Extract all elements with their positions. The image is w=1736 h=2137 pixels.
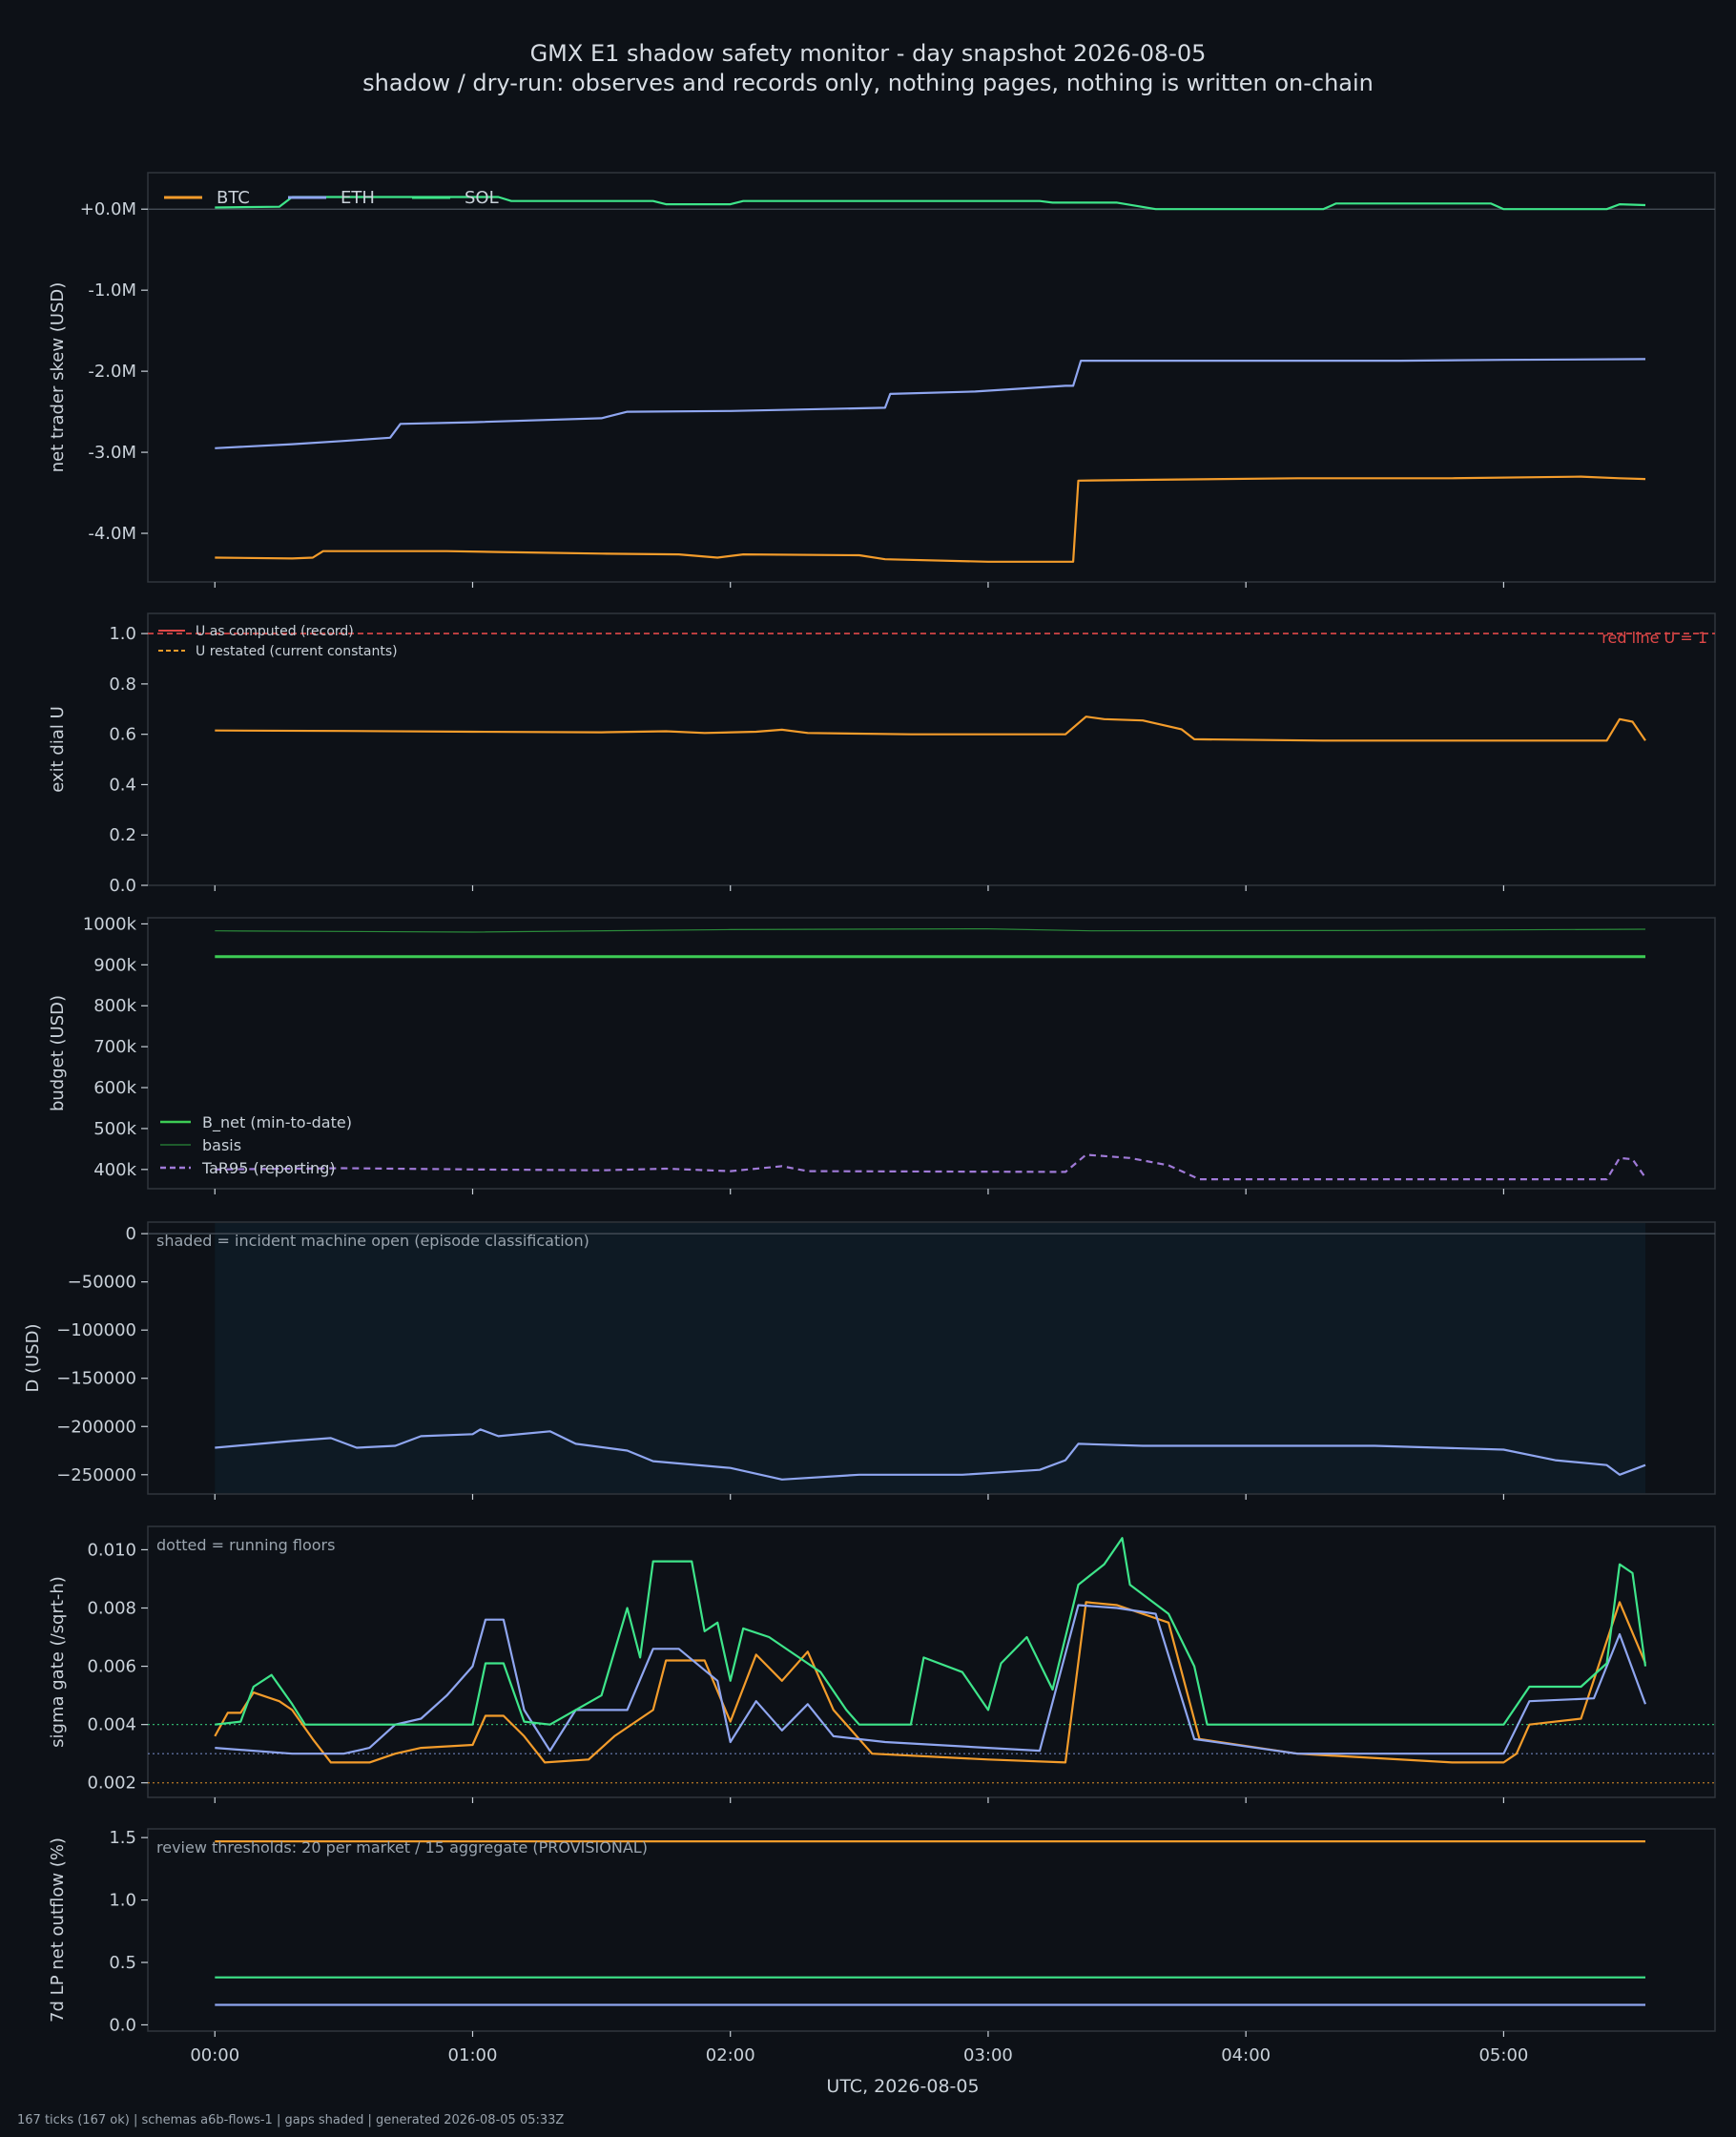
panel-sigma: 0.002 0.004 0.006 0.008 0.010 sigma gate (/sq…: [48, 1525, 1716, 1803]
red-line-label: red line U = 1: [1602, 629, 1707, 647]
y-tick-label: 1.0: [109, 1891, 136, 1911]
legend-label: U as computed (record): [196, 624, 354, 639]
y-axis-label: exit dial U: [48, 706, 68, 793]
y-tick-label: 0.8: [109, 674, 136, 695]
y-tick-label: −50000: [68, 1273, 136, 1293]
series-line-tar95-reporting-: [215, 1153, 1646, 1181]
y-tick-label: 0.008: [87, 1599, 136, 1619]
series-line-u-as-computed-record-: [215, 716, 1646, 742]
panel-outflow: 0.0 0.5 1.0 1.5 7d LP net outflow (%) review …: [48, 1828, 1716, 2037]
legend-label: TaR95 (reporting): [201, 1159, 336, 1177]
y-tick-label: 0.4: [109, 775, 136, 795]
panel-drawdown: 0 −50000 −100000 −150000 −200000 −250000 D (US…: [23, 1221, 1716, 1500]
panel-dial: 0.0 0.2 0.4 0.6 0.8 1.0 exit dial U red line U …: [48, 612, 1716, 896]
x-tick-label: 05:00: [1478, 2045, 1528, 2065]
footer-status: 167 ticks (167 ok) | schemas a6b-flows-1…: [17, 2113, 565, 2127]
x-axis-label: UTC, 2026-08-05: [826, 2076, 979, 2097]
series-line-d: [215, 1428, 1646, 1481]
series-line-sol: [215, 1537, 1647, 1726]
chart-title: GMX E1 shadow safety monitor - day snaps…: [529, 40, 1207, 67]
y-tick-label: -2.0M: [88, 362, 136, 382]
legend-label: SOL: [465, 188, 499, 208]
y-tick-label: 1000k: [83, 914, 137, 934]
y-tick-label: 400k: [93, 1160, 136, 1180]
y-axis-label: sigma gate (/sqrt-h): [48, 1576, 68, 1748]
x-tick-label: 00:00: [190, 2045, 239, 2065]
y-tick-label: 700k: [93, 1037, 136, 1057]
panel-frame: [147, 1525, 1716, 1798]
y-tick-label: 500k: [93, 1119, 136, 1139]
y-tick-label: +0.0M: [80, 199, 136, 219]
y-tick-label: 0.002: [87, 1774, 136, 1794]
y-tick-label: 0.2: [109, 825, 136, 845]
panel-annotation: shaded = incident machine open (episode …: [156, 1232, 589, 1250]
legend-label: U restated (current constants): [196, 644, 398, 659]
y-tick-label: 0: [126, 1224, 136, 1244]
series-line-basis: [215, 927, 1646, 933]
y-tick-label: 0.010: [87, 1540, 136, 1560]
y-tick-label: 1.0: [109, 624, 136, 644]
y-tick-label: 800k: [93, 996, 136, 1016]
y-tick-label: 0.004: [87, 1715, 136, 1735]
panel-annotation: dotted = running floors: [156, 1536, 335, 1554]
panel-frame: [147, 1828, 1716, 2032]
panel-frame: [147, 172, 1716, 583]
panel-frame: [147, 917, 1716, 1190]
y-tick-label: -3.0M: [88, 443, 136, 463]
chart-subtitle: shadow / dry-run: observes and records o…: [362, 70, 1374, 96]
y-tick-label: 0.6: [109, 725, 136, 745]
y-tick-label: -4.0M: [88, 524, 136, 544]
y-axis-label: budget (USD): [48, 995, 68, 1111]
x-tick-label: 03:00: [963, 2045, 1013, 2065]
legend-label: basis: [202, 1136, 241, 1154]
y-tick-label: 1.5: [109, 1828, 136, 1848]
y-tick-label: 0.0: [109, 2015, 136, 2035]
x-tick-label: 01:00: [448, 2045, 498, 2065]
y-tick-label: 900k: [93, 955, 136, 975]
y-tick-label: −250000: [56, 1465, 136, 1485]
y-tick-label: −200000: [56, 1417, 136, 1437]
series-line-eth: [215, 1604, 1647, 1755]
y-tick-label: 0.006: [87, 1657, 136, 1677]
y-axis-label: D (USD): [23, 1323, 43, 1392]
panel-skew: +0.0M -1.0M -2.0M -3.0M -4.0M net trader skew…: [48, 172, 1716, 588]
x-tick-label: 04:00: [1221, 2045, 1271, 2065]
legend-label: ETH: [341, 188, 375, 208]
y-tick-label: -1.0M: [88, 280, 136, 301]
y-axis-label: 7d LP net outflow (%): [48, 1837, 68, 2023]
legend-label: BTC: [217, 188, 250, 208]
panel-budget: 400k 500k 600k 700k 800k 900k 1000k budget (USD…: [48, 914, 1716, 1194]
y-tick-label: 0.0: [109, 876, 136, 896]
series-line-eth: [215, 358, 1646, 449]
panel-annotation: review thresholds: 20 per market / 15 ag…: [156, 1838, 648, 1857]
y-axis-label: net trader skew (USD): [48, 282, 68, 473]
y-tick-label: 600k: [93, 1078, 136, 1098]
incident-shade: [215, 1223, 1646, 1493]
y-tick-label: −100000: [56, 1320, 136, 1340]
y-tick-label: 0.5: [109, 1953, 136, 1973]
series-line-sol: [215, 196, 1646, 211]
legend-label: B_net (min-to-date): [202, 1113, 352, 1132]
series-line-btc: [215, 475, 1646, 563]
y-tick-label: −150000: [56, 1369, 136, 1389]
x-tick-label: 02:00: [706, 2045, 755, 2065]
panel-frame: [147, 612, 1716, 886]
